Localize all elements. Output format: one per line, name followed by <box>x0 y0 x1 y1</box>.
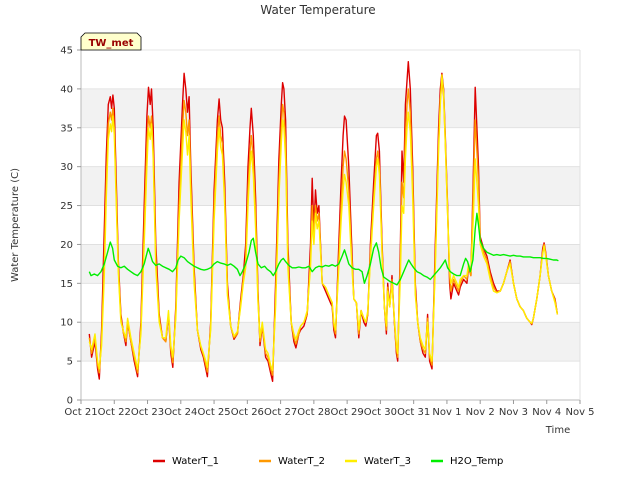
y-tick-label: 5 <box>67 357 73 368</box>
legend-label: H2O_Temp <box>450 456 503 467</box>
site-badge-label: TW_met <box>89 38 134 49</box>
series-layer <box>88 61 559 382</box>
y-tick-label: 25 <box>60 201 73 212</box>
x-tick-label: Nov 4 <box>532 407 561 418</box>
x-tick-label: Oct 21 <box>64 407 97 418</box>
plot-area <box>81 50 580 400</box>
x-tick-label: Oct 26 <box>231 407 264 418</box>
legend-item-watert-3: WaterT_3 <box>345 456 411 467</box>
x-tick-label: Nov 1 <box>432 407 461 418</box>
x-tick-label: Oct 24 <box>164 407 197 418</box>
chart-title: Water Temperature <box>260 3 375 17</box>
grid-band <box>81 166 580 206</box>
x-tick-label: Oct 23 <box>131 407 164 418</box>
y-tick-label: 20 <box>60 240 73 251</box>
y-tick-label: 35 <box>60 123 73 134</box>
x-tick-label: Nov 2 <box>466 407 495 418</box>
x-axis-label: Time <box>545 425 570 436</box>
x-tick-label: Nov 5 <box>565 407 594 418</box>
legend-label: WaterT_1 <box>172 456 219 467</box>
site-badge-box <box>80 32 142 51</box>
legend-item-watert-1: WaterT_1 <box>153 456 219 467</box>
x-tick-label: Nov 3 <box>499 407 528 418</box>
y-tick-label: 40 <box>60 84 73 95</box>
series-line-h2o-temp <box>88 212 559 286</box>
grid-band <box>81 88 580 128</box>
series-line-watert-3 <box>88 74 559 372</box>
y-axis-ticks: 0 5 10 15 20 25 30 35 40 45 <box>60 46 81 407</box>
x-tick-label: Oct 30 <box>364 407 397 418</box>
legend: WaterT_1 WaterT_2 WaterT_3 H2O_Temp <box>153 456 503 467</box>
grid-band <box>81 244 580 284</box>
y-tick-label: 10 <box>60 318 73 329</box>
x-tick-label: Oct 22 <box>98 407 131 418</box>
legend-label: WaterT_2 <box>278 456 325 467</box>
y-tick-label: 0 <box>67 396 73 407</box>
x-tick-label: Oct 28 <box>297 407 330 418</box>
y-tick-label: 45 <box>60 46 73 57</box>
x-tick-label: Oct 27 <box>264 407 297 418</box>
site-badge: TW_met <box>80 32 142 51</box>
legend-item-h2o-temp: H2O_Temp <box>431 456 503 467</box>
legend-label: WaterT_3 <box>364 456 411 467</box>
x-tick-label: Oct 25 <box>197 407 230 418</box>
y-axis-label: Water Temperature (C) <box>10 168 21 282</box>
y-tick-label: 15 <box>60 279 73 290</box>
x-axis-ticks: Oct 21 Oct 22 Oct 23 Oct 24 Oct 25 Oct 26 Oct … <box>64 400 595 418</box>
axes <box>80 50 581 401</box>
x-tick-label: Oct 31 <box>397 407 430 418</box>
y-tick-label: 30 <box>60 162 73 173</box>
legend-item-watert-2: WaterT_2 <box>259 456 325 467</box>
x-tick-label: Oct 29 <box>331 407 364 418</box>
grid-band <box>81 322 580 362</box>
